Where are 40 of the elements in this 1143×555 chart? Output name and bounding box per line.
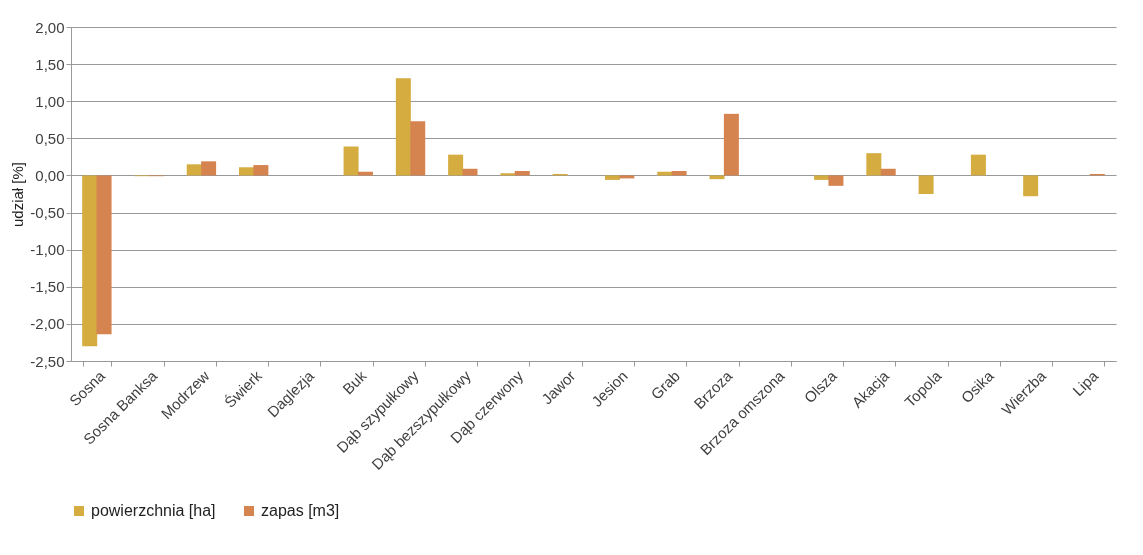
y-tick-label: 0,00 [35,166,65,184]
y-tick-label: -1,50 [30,278,65,296]
bar [186,164,202,176]
y-tick-label: -2,00 [30,315,65,333]
x-tick-label: Lipa [1069,366,1102,400]
legend-label: zapas [m3] [261,502,340,519]
bar [709,175,725,180]
bar [814,175,830,180]
bar [619,175,635,179]
bar [395,78,411,176]
x-tick-label: Grab [647,367,684,403]
y-tick-label: 0,50 [35,129,65,147]
bar [410,121,426,176]
bar [96,175,112,335]
legend-label: powierzchnia [ha] [91,502,216,519]
y-axis-title: udział [%] [9,161,27,228]
bar [671,170,687,176]
bar [239,167,255,176]
y-tick-label: 1,00 [35,92,65,110]
bar [462,168,478,176]
y-tick-label: -2,50 [30,352,65,370]
y-tick-label: -0,50 [30,204,65,222]
bar [448,154,464,176]
y-tick-label: 1,50 [35,55,65,73]
bar [514,170,530,176]
bar [253,165,269,176]
y-tick-label: 2,00 [35,18,65,36]
bar [500,173,516,176]
y-tick-label: -1,00 [30,241,65,259]
bar [866,153,882,176]
bar [201,161,217,176]
bar [343,146,359,176]
bar [918,175,934,194]
bar [1023,175,1039,197]
bar [723,113,739,176]
bar [970,154,986,176]
bar [880,168,896,176]
bar [604,175,620,180]
bar [82,175,98,347]
bar [828,175,844,186]
